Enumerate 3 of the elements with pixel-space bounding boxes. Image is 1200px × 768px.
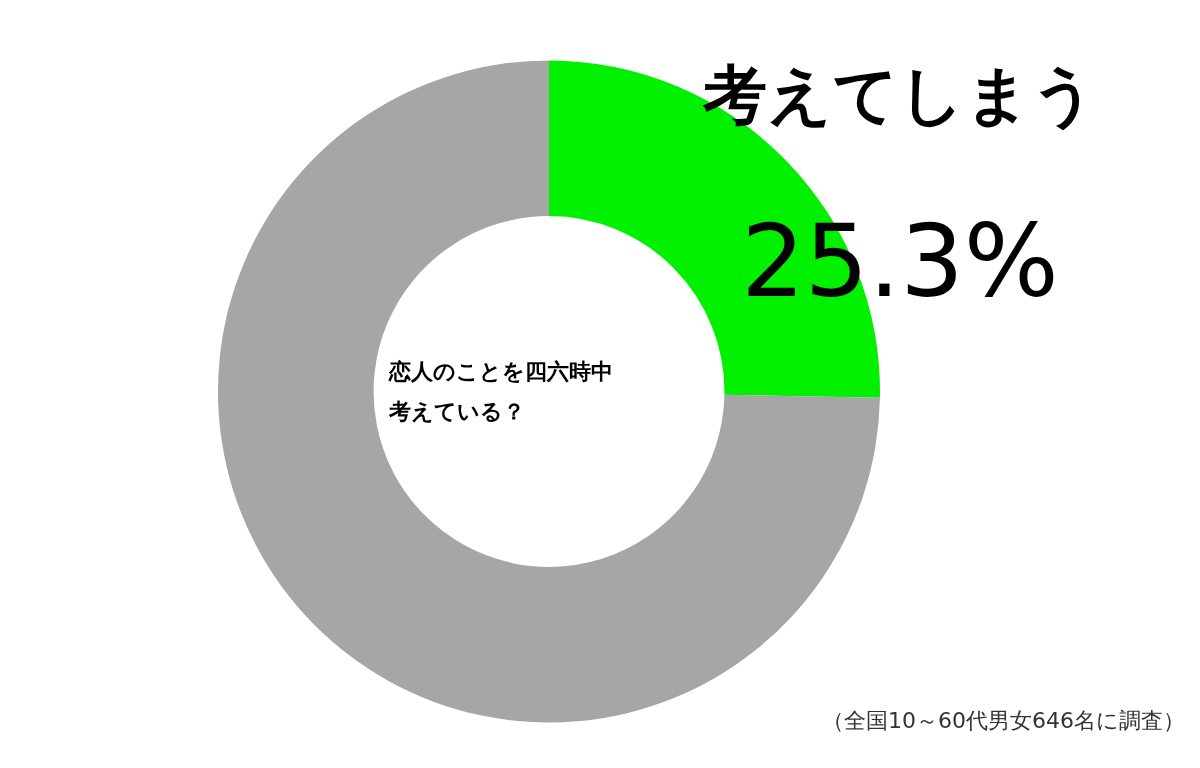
text: 恋人のことを四六時中考えている？	[388, 359, 613, 425]
slice-label: 考えてしまう	[702, 57, 1097, 132]
text: （全国10～60代男女646名に調査）	[822, 707, 1185, 733]
